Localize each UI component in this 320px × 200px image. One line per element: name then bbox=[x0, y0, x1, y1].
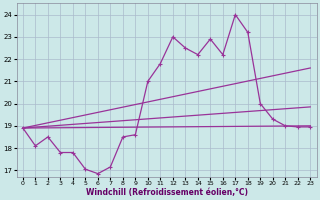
X-axis label: Windchill (Refroidissement éolien,°C): Windchill (Refroidissement éolien,°C) bbox=[85, 188, 248, 197]
